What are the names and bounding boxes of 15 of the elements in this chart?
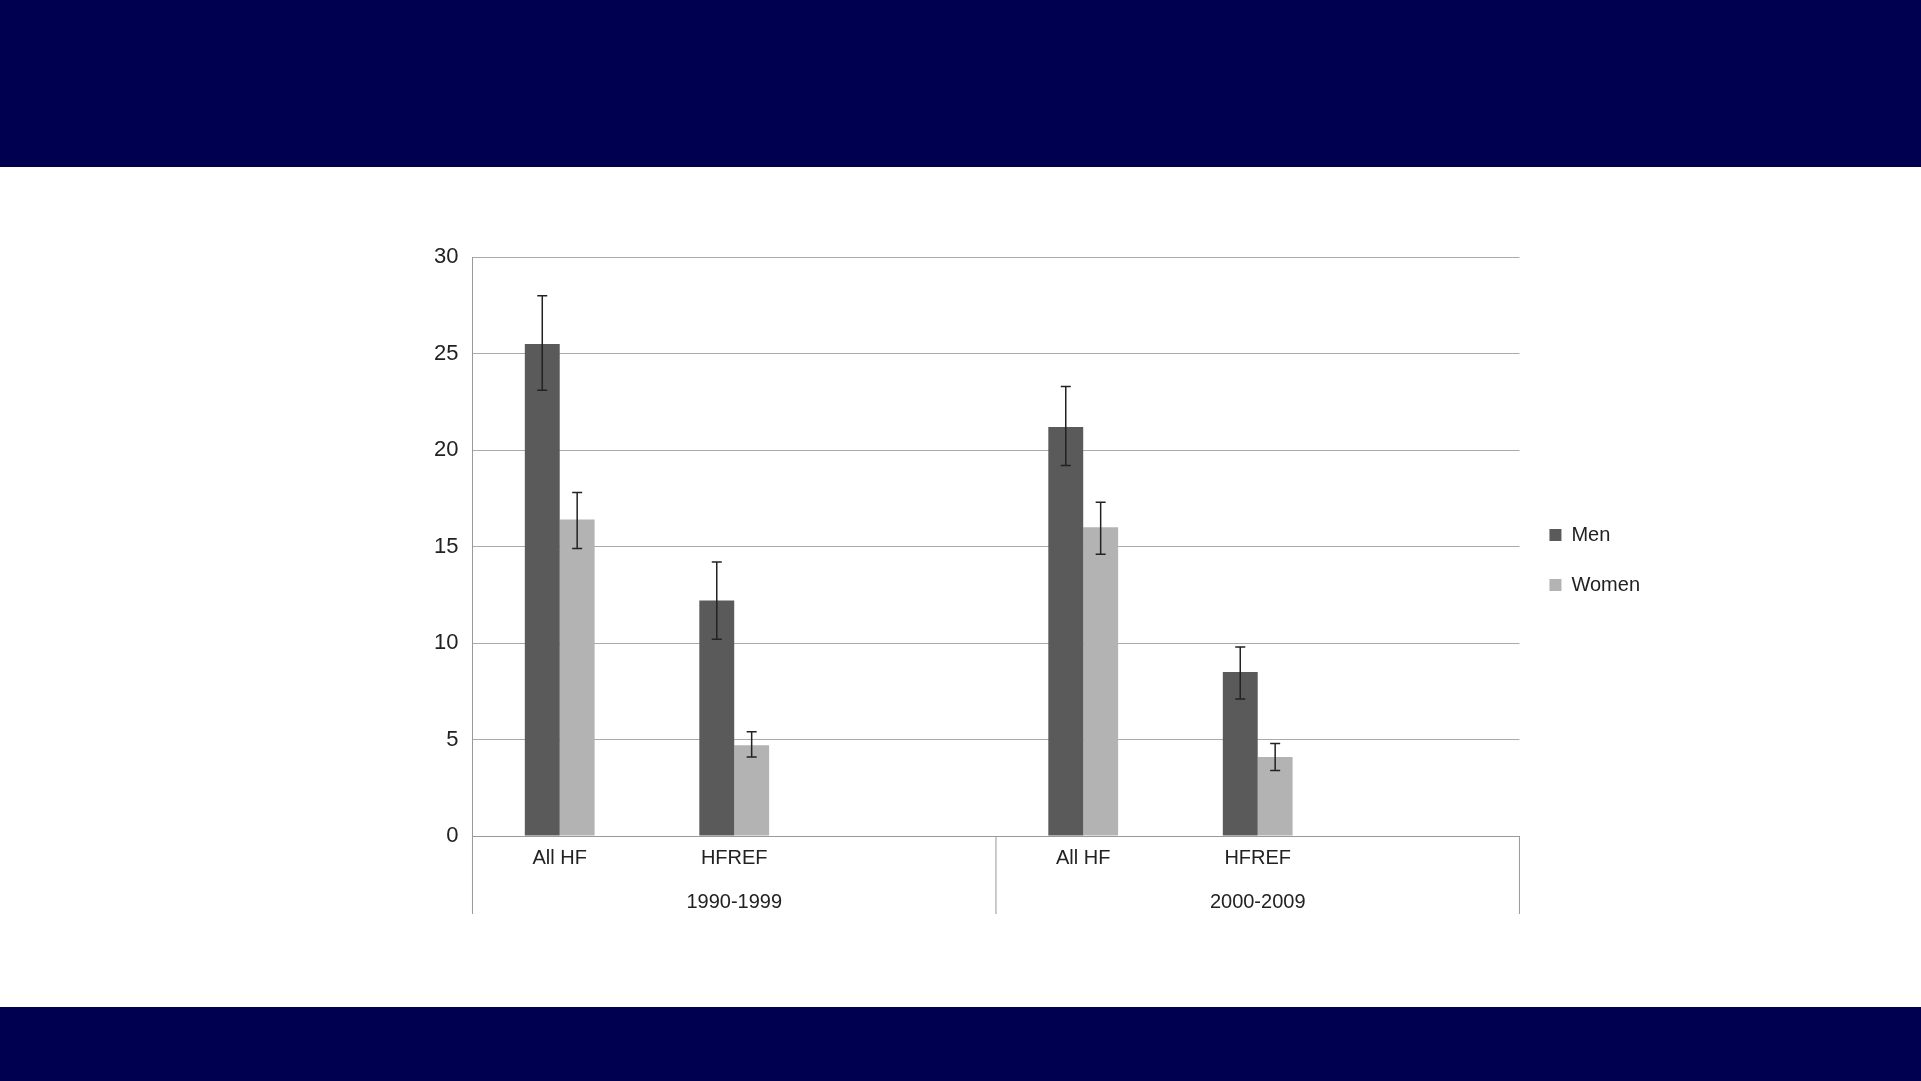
y-tick-label: 15	[433, 532, 459, 558]
y-tick-label: 10	[433, 629, 459, 655]
text: 2000-2009	[1209, 889, 1306, 912]
legend-label: Women	[1571, 572, 1640, 595]
x-tick-label: HFREF	[1224, 845, 1292, 868]
y-tick-label: 5	[446, 725, 459, 751]
x-tick-label: All HF	[1055, 845, 1111, 868]
x-tick-label: All HF	[532, 845, 587, 868]
y-tick-label: 30	[433, 243, 459, 269]
y-tick-label: 0	[446, 822, 459, 848]
y-tick-label: 25	[433, 339, 459, 365]
text: 1990-1999	[686, 889, 783, 912]
y-tick-label: 20	[433, 436, 459, 462]
x-tick-label: HFREF	[700, 845, 768, 868]
legend-label: Men	[1571, 522, 1611, 545]
